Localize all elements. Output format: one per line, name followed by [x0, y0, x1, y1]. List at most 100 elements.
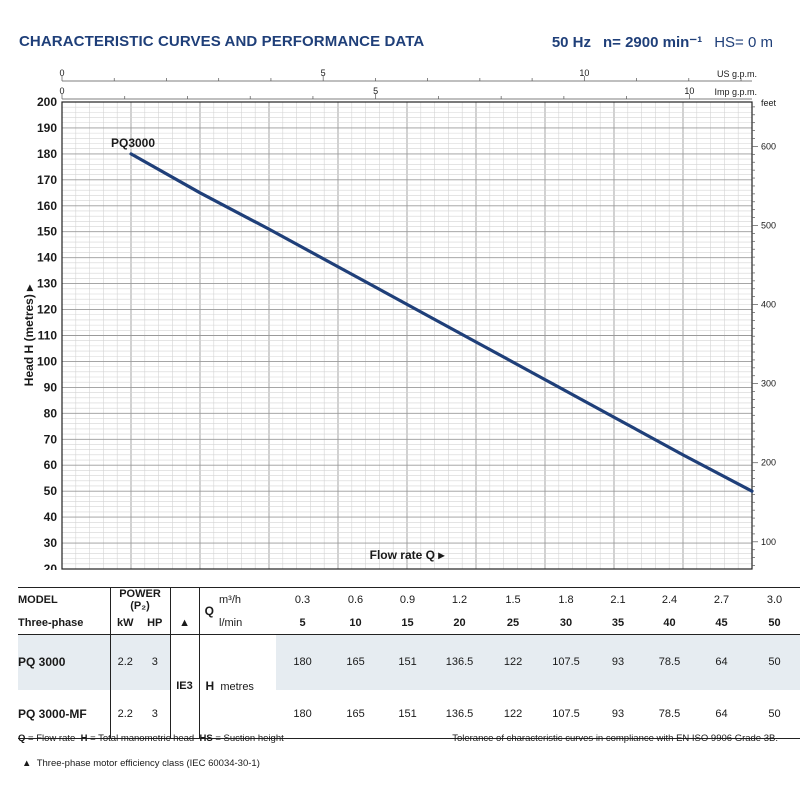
feet-tick-label: 600 — [761, 141, 776, 151]
x-axis-title: Flow rate Q ▸ — [370, 548, 446, 562]
head-cell: 64 — [715, 707, 728, 720]
head-cell: 107.5 — [540, 634, 593, 690]
head-cell: 136.5 — [433, 634, 487, 690]
us-gpm-tick-label: 5 — [321, 68, 326, 78]
lmin-cell: 15 — [401, 616, 414, 629]
head-cell: 151 — [382, 634, 434, 690]
kw-value: 2.2 — [109, 690, 140, 738]
data-point — [543, 378, 547, 381]
model-name: PQ 3000 — [18, 634, 110, 690]
y-tick-label: 60 — [44, 458, 58, 472]
y-tick-label: 40 — [44, 510, 58, 524]
m3h-cell: 1.2 — [451, 594, 468, 606]
series-line — [129, 152, 754, 493]
head-cell: 180 — [276, 634, 330, 690]
y-tick-label: 150 — [37, 225, 57, 239]
plot-frame — [61, 101, 753, 570]
series-label: PQ3000 — [111, 136, 155, 150]
head-cell: 180 — [293, 707, 312, 720]
data-point — [336, 265, 340, 268]
tolerance-note: Tolerance of characteristic curves in co… — [452, 733, 778, 744]
m3h-cell: 0.9 — [399, 594, 416, 606]
feet-tick-label: 500 — [761, 220, 776, 230]
head-cell: 93 — [592, 634, 645, 690]
lmin-cell: 25 — [506, 616, 520, 629]
data-point — [474, 340, 478, 344]
head-label: H metres — [199, 634, 277, 738]
chart-curves: PQ3000 — [111, 136, 754, 493]
head-cell: 165 — [346, 707, 365, 720]
imp-gpm-unit-label: Imp g.p.m. — [714, 87, 757, 97]
metres-unit: metres — [220, 681, 254, 693]
imp-gpm-tick-label: 10 — [684, 86, 694, 96]
lmin-cell: 10 — [349, 616, 362, 629]
kw-header: kW — [109, 612, 140, 634]
y-tick-label: 20 — [44, 562, 58, 570]
data-point — [129, 152, 133, 156]
h-key: H — [80, 733, 88, 744]
y-tick-label: 200 — [37, 95, 57, 109]
model-name: PQ 3000-MF — [18, 706, 87, 721]
head-cell: 64 — [695, 634, 749, 690]
conditions: 50 Hz n= 2900 min⁻¹ HS= 0 m — [552, 33, 773, 51]
q-key: Q — [18, 733, 26, 744]
feet-tick-label: 400 — [761, 300, 776, 310]
feet-tick-label: 200 — [761, 458, 776, 468]
table-row: PQ 3000 2.2 3 IE3 H metres 180 165 151 1… — [18, 634, 800, 738]
m3h-cell: 2.7 — [713, 594, 730, 606]
lmin-cell: 5 — [299, 616, 306, 629]
y-tick-label: 190 — [37, 121, 57, 135]
head-cell: 78.5 — [658, 707, 681, 720]
table-row: PQ 3000-MF 2.2 3 180 165 151 136.5 122 1… — [18, 690, 800, 738]
feet-tick-label: 100 — [761, 537, 776, 547]
y-tick-label: 120 — [37, 303, 57, 317]
chart-axes: 2030405060708090100110120130140150160170… — [22, 68, 777, 570]
q-text: = Flow rate — [25, 733, 76, 744]
lmin-cell: 50 — [768, 616, 781, 629]
hs-text: = Suction height — [212, 733, 284, 744]
lmin-cell: 30 — [559, 616, 573, 629]
data-point — [405, 303, 409, 306]
performance-table: MODEL POWER (P₂) Q m³/h 0.3 0.6 0.9 1.2 … — [18, 587, 800, 739]
lmin-cell: 20 — [453, 616, 466, 629]
hp-value: 3 — [140, 690, 171, 738]
m3h-unit: m³/h — [219, 594, 242, 606]
speed: n= 2900 min⁻¹ — [603, 34, 703, 51]
head-cell: 93 — [611, 707, 625, 720]
q-header: Q — [204, 603, 214, 618]
y-tick-label: 170 — [37, 173, 57, 187]
y-tick-label: 30 — [44, 536, 58, 550]
model-header: MODEL — [18, 594, 58, 606]
suction-height: HS= 0 m — [714, 34, 773, 51]
hs-key: HS — [199, 733, 213, 744]
m3h-cell: 0.3 — [294, 594, 311, 606]
triangle-icon: ▲ — [22, 758, 32, 769]
head-cell: 107.5 — [552, 707, 580, 720]
data-point — [681, 453, 685, 457]
page-title: CHARACTERISTIC CURVES AND PERFORMANCE DA… — [19, 33, 425, 50]
data-point — [267, 227, 271, 231]
ie-class: IE3 — [170, 634, 200, 738]
table-header-row-1: MODEL POWER (P₂) Q m³/h 0.3 0.6 0.9 1.2 … — [18, 587, 800, 618]
y-tick-label: 90 — [44, 380, 58, 394]
m3h-cell: 2.4 — [661, 594, 678, 606]
y-axis-title: Head H (metres) ▸ — [22, 284, 36, 386]
hp-value: 3 — [140, 634, 171, 690]
efficiency-text: Three-phase motor efficiency class (IEC … — [36, 758, 260, 769]
lmin-cell: 35 — [611, 616, 625, 629]
performance-chart: 2030405060708090100110120130140150160170… — [22, 68, 777, 570]
h-symbol: H — [205, 679, 215, 693]
m3h-cell: 0.6 — [347, 594, 364, 606]
lmin-unit: l/min — [219, 616, 243, 629]
y-tick-label: 100 — [37, 354, 57, 368]
table-header-row-2: Three-phase kW HP ▲ l/min 5 10 15 20 25 … — [18, 612, 800, 634]
head-cell: 50 — [748, 634, 800, 690]
efficiency-note: ▲ Three-phase motor efficiency class (IE… — [22, 758, 260, 769]
y-tick-label: 130 — [37, 277, 57, 291]
m3h-cell: 3.0 — [766, 594, 783, 606]
y-tick-label: 180 — [37, 147, 57, 161]
data-point — [612, 416, 616, 419]
power-header: POWER (P₂) — [109, 587, 171, 612]
head-cell: 78.5 — [644, 634, 696, 690]
m3h-cell: 1.5 — [505, 594, 521, 606]
